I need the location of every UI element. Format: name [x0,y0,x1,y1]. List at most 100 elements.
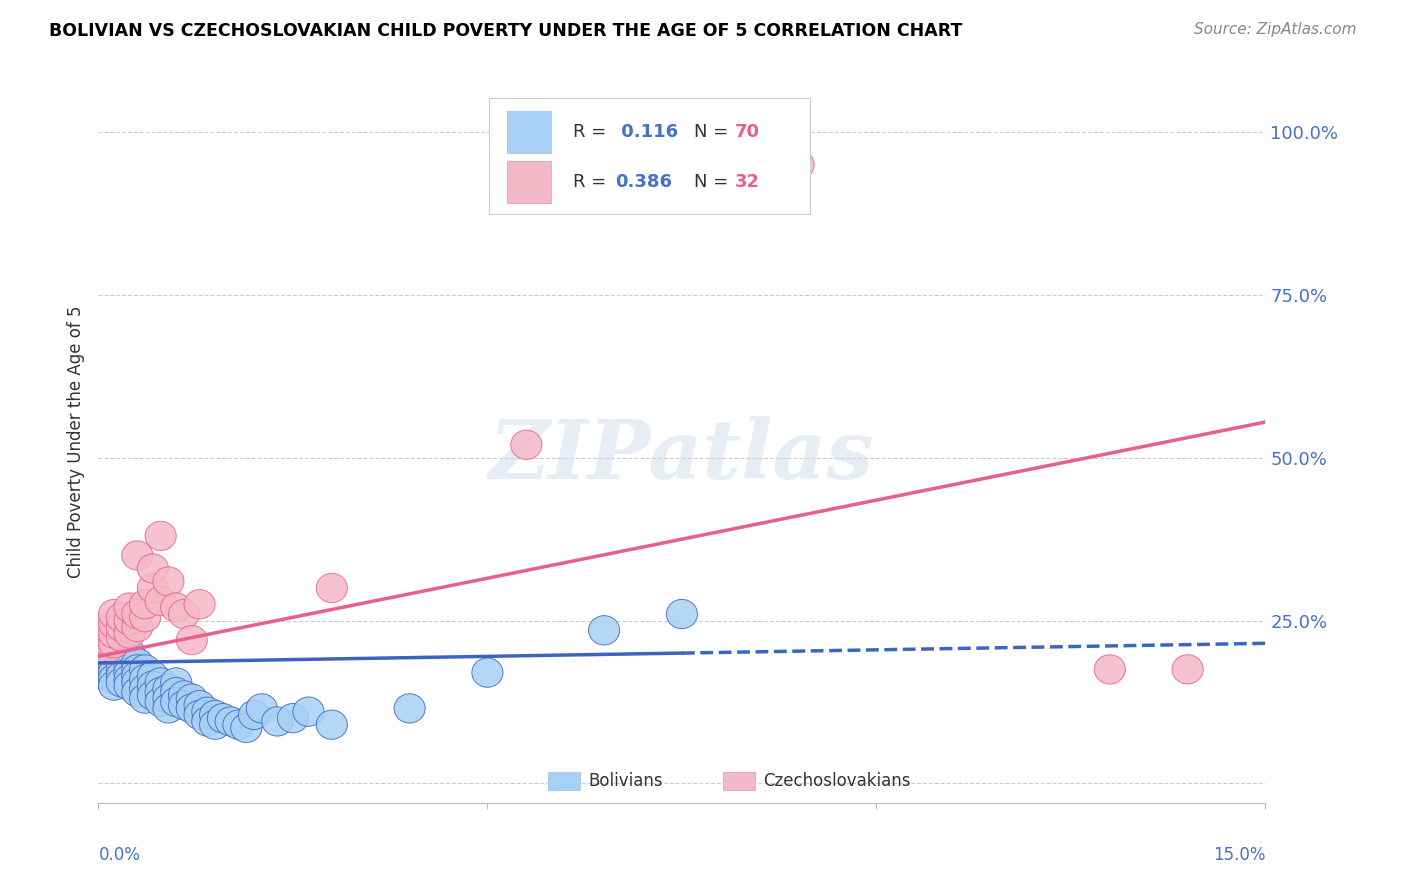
Ellipse shape [98,619,129,648]
Ellipse shape [138,681,169,710]
Ellipse shape [138,574,169,603]
Ellipse shape [262,706,292,736]
Ellipse shape [215,706,246,736]
Ellipse shape [169,681,200,710]
Ellipse shape [191,697,224,726]
Ellipse shape [184,690,215,720]
Ellipse shape [184,700,215,730]
Ellipse shape [589,615,620,645]
Ellipse shape [160,687,191,716]
Ellipse shape [176,625,207,655]
Ellipse shape [107,648,138,678]
Ellipse shape [114,606,145,635]
Ellipse shape [98,645,129,674]
Ellipse shape [114,658,145,687]
Ellipse shape [145,586,176,615]
Ellipse shape [107,603,138,632]
Ellipse shape [666,599,697,629]
Ellipse shape [90,625,122,655]
Ellipse shape [90,661,122,690]
Ellipse shape [98,639,129,668]
Ellipse shape [98,609,129,639]
Ellipse shape [107,635,138,665]
Ellipse shape [122,668,153,697]
Ellipse shape [153,674,184,704]
Text: 0.116: 0.116 [616,122,679,141]
Ellipse shape [114,651,145,681]
Ellipse shape [138,671,169,700]
Ellipse shape [122,599,153,629]
Ellipse shape [160,678,191,706]
Ellipse shape [200,710,231,739]
Ellipse shape [129,674,160,704]
Ellipse shape [184,590,215,619]
Ellipse shape [231,714,262,742]
FancyBboxPatch shape [508,161,551,203]
Ellipse shape [114,593,145,623]
Ellipse shape [122,613,153,641]
Ellipse shape [107,629,138,658]
Text: BOLIVIAN VS CZECHOSLOVAKIAN CHILD POVERTY UNDER THE AGE OF 5 CORRELATION CHART: BOLIVIAN VS CZECHOSLOVAKIAN CHILD POVERT… [49,22,963,40]
Ellipse shape [207,704,239,733]
FancyBboxPatch shape [489,98,810,214]
Ellipse shape [138,661,169,690]
Ellipse shape [129,684,160,714]
Ellipse shape [169,599,200,629]
Ellipse shape [122,661,153,690]
Ellipse shape [224,710,254,739]
Ellipse shape [122,678,153,706]
Text: 0.386: 0.386 [616,173,672,191]
Text: Czechoslovakians: Czechoslovakians [763,772,911,790]
Ellipse shape [1173,655,1204,684]
Ellipse shape [122,541,153,570]
Text: ZIPatlas: ZIPatlas [489,416,875,496]
Ellipse shape [169,690,200,720]
Ellipse shape [176,694,207,723]
Ellipse shape [129,590,160,619]
Ellipse shape [510,430,541,459]
Ellipse shape [114,619,145,648]
FancyBboxPatch shape [723,772,755,789]
Text: 32: 32 [734,173,759,191]
Text: R =: R = [574,173,613,191]
Ellipse shape [277,704,308,733]
Ellipse shape [107,623,138,651]
Ellipse shape [239,700,270,730]
Ellipse shape [200,700,231,730]
FancyBboxPatch shape [508,111,551,153]
Ellipse shape [138,554,169,583]
Ellipse shape [107,661,138,690]
Ellipse shape [90,655,122,684]
Ellipse shape [114,665,145,694]
Ellipse shape [145,521,176,550]
Ellipse shape [176,684,207,714]
FancyBboxPatch shape [548,772,581,789]
Ellipse shape [160,593,191,623]
Ellipse shape [153,684,184,714]
Ellipse shape [107,668,138,697]
Text: 0.0%: 0.0% [98,847,141,864]
Text: 70: 70 [734,122,759,141]
Ellipse shape [90,635,122,665]
Text: N =: N = [693,122,734,141]
Ellipse shape [394,694,425,723]
Ellipse shape [122,655,153,684]
Text: 15.0%: 15.0% [1213,847,1265,864]
Ellipse shape [107,613,138,641]
Ellipse shape [292,697,323,726]
Ellipse shape [98,629,129,658]
Ellipse shape [1094,655,1125,684]
Text: Bolivians: Bolivians [589,772,664,790]
Ellipse shape [472,658,503,687]
Ellipse shape [98,632,129,661]
Ellipse shape [98,599,129,629]
Ellipse shape [153,694,184,723]
Ellipse shape [114,639,145,668]
Ellipse shape [107,655,138,684]
Ellipse shape [145,687,176,716]
Ellipse shape [122,648,153,678]
Ellipse shape [316,574,347,603]
Ellipse shape [98,658,129,687]
Ellipse shape [90,635,122,665]
Ellipse shape [98,665,129,694]
